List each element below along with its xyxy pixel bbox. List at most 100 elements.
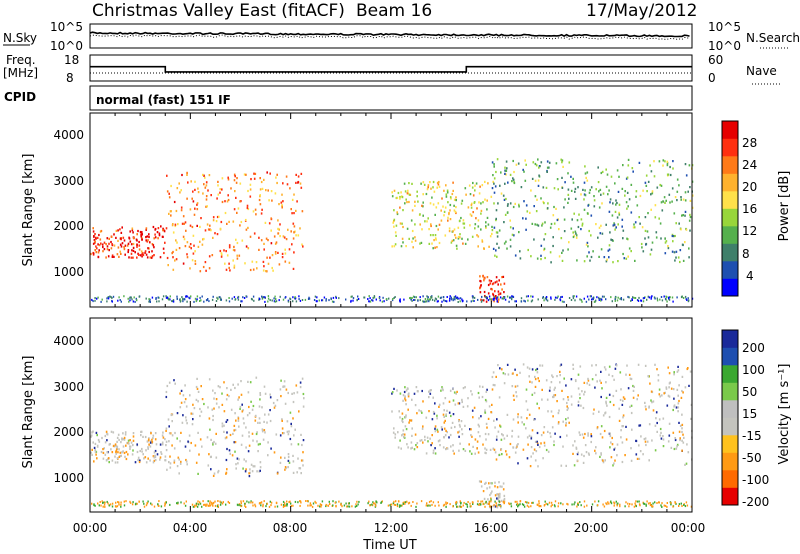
heatmap-cell	[426, 300, 428, 303]
heatmap-cell	[673, 397, 675, 400]
heatmap-cell	[548, 166, 550, 169]
heatmap-cell	[505, 197, 507, 201]
heatmap-cell	[593, 205, 596, 208]
heatmap-cell	[145, 449, 147, 452]
heatmap-cell	[405, 389, 408, 392]
heatmap-cell	[124, 253, 126, 256]
heatmap-cell	[251, 432, 254, 435]
heatmap-cell	[526, 417, 528, 420]
heatmap-cell	[666, 160, 669, 163]
heatmap-cell	[189, 208, 192, 211]
heatmap-cell	[442, 446, 445, 449]
heatmap-cell	[546, 166, 549, 169]
heatmap-cell	[509, 442, 512, 446]
heatmap-cell	[484, 295, 486, 298]
heatmap-cell	[227, 178, 230, 181]
heatmap-cell	[672, 431, 675, 434]
heatmap-cell	[261, 208, 263, 211]
heatmap-cell	[682, 297, 685, 299]
heatmap-cell	[259, 298, 261, 301]
heatmap-cell	[621, 441, 624, 444]
heatmap-cell	[137, 456, 140, 459]
heatmap-cell	[115, 501, 117, 504]
heatmap-cell	[443, 415, 445, 418]
heatmap-cell	[226, 393, 229, 397]
heatmap-cell	[168, 432, 171, 435]
heatmap-cell	[110, 235, 113, 238]
heatmap-cell	[402, 433, 404, 436]
heatmap-cell	[471, 202, 473, 205]
heatmap-cell	[174, 259, 176, 262]
heatmap-cell	[478, 417, 480, 420]
heatmap-cell	[281, 204, 283, 207]
heatmap-cell	[414, 204, 416, 207]
heatmap-cell	[367, 502, 369, 505]
heatmap-cell	[396, 505, 399, 508]
heatmap-cell	[534, 162, 537, 166]
velocity-cb-tick-neg15: -15	[742, 429, 762, 443]
heatmap-cell	[129, 299, 131, 302]
heatmap-cell	[284, 296, 286, 299]
heatmap-cell	[642, 250, 645, 253]
heatmap-cell	[157, 227, 160, 230]
heatmap-cell	[234, 386, 236, 390]
heatmap-cell	[431, 295, 433, 298]
heatmap-cell	[393, 219, 395, 223]
heatmap-cell	[96, 434, 98, 437]
heatmap-cell	[442, 402, 445, 405]
heatmap-cell	[282, 500, 285, 503]
heatmap-cell	[459, 425, 461, 428]
heatmap-cell	[635, 505, 637, 508]
heatmap-cell	[113, 255, 115, 258]
heatmap-cell	[150, 502, 152, 505]
heatmap-cell	[120, 300, 122, 303]
heatmap-cell	[255, 432, 258, 436]
heatmap-cell	[431, 298, 434, 301]
heatmap-cell	[476, 503, 479, 506]
heatmap-cell	[611, 300, 613, 303]
heatmap-cell	[115, 448, 118, 451]
heatmap-cell	[240, 500, 242, 503]
heatmap-cell	[290, 230, 292, 233]
heatmap-cell	[537, 465, 539, 468]
heatmap-cell	[523, 200, 525, 203]
heatmap-cell	[159, 256, 162, 259]
heatmap-cell	[173, 200, 176, 204]
heatmap-cell	[528, 413, 531, 416]
heatmap-cell	[189, 243, 192, 246]
heatmap-cell	[223, 424, 225, 427]
heatmap-cell	[498, 481, 500, 484]
heatmap-cell	[135, 502, 137, 505]
heatmap-cell	[191, 503, 194, 506]
heatmap-cell	[445, 184, 447, 187]
heatmap-cell	[522, 448, 525, 451]
heatmap-cell	[293, 434, 295, 437]
heatmap-cell	[228, 449, 231, 452]
heatmap-cell	[457, 235, 460, 239]
heatmap-cell	[444, 234, 447, 237]
heatmap-cell	[156, 231, 159, 234]
heatmap-cell	[294, 297, 297, 300]
heatmap-cell	[541, 398, 543, 401]
heatmap-cell	[255, 213, 257, 216]
heatmap-cell	[644, 437, 647, 440]
heatmap-cell	[263, 385, 266, 388]
heatmap-cell	[267, 189, 269, 192]
heatmap-cell	[502, 488, 505, 491]
velocity-frame	[89, 317, 693, 513]
heatmap-cell	[668, 386, 670, 389]
heatmap-cell	[422, 425, 424, 428]
heatmap-cell	[590, 295, 592, 298]
heatmap-cell	[613, 223, 616, 226]
heatmap-cell	[170, 413, 173, 417]
heatmap-cell	[676, 190, 679, 193]
heatmap-cell	[367, 298, 369, 300]
heatmap-cell	[208, 255, 211, 258]
heatmap-cell	[279, 388, 282, 391]
heatmap-cell	[417, 299, 419, 302]
heatmap-cell	[491, 288, 493, 291]
heatmap-cell	[122, 432, 124, 435]
heatmap-cell	[149, 441, 152, 444]
heatmap-cell	[545, 296, 548, 298]
heatmap-cell	[242, 500, 245, 503]
